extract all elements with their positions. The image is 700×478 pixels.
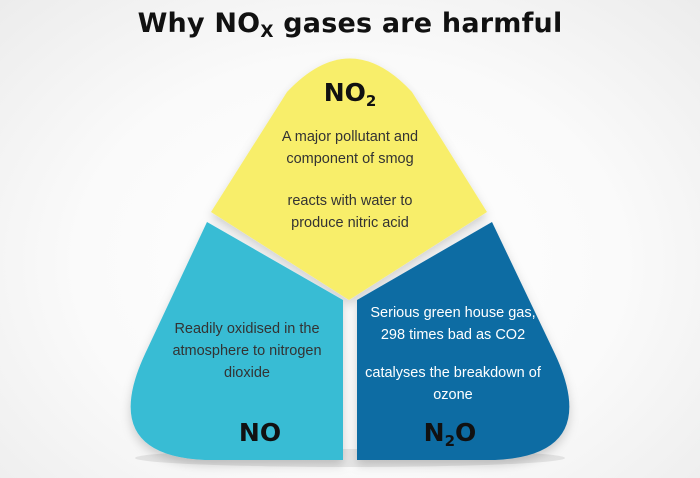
no-line-3: dioxide: [224, 365, 270, 381]
no-description: Readily oxidised in the atmosphere to ni…: [162, 318, 332, 384]
no2-label: NO2: [323, 78, 377, 110]
n2o-description: Serious green house gas, 298 times bad a…: [358, 302, 548, 406]
n2o-line-2: 298 times bad as CO2: [380, 327, 526, 343]
n2o-line-1: Serious green house gas,: [370, 305, 536, 321]
no2-description: A major pollutant and component of smog …: [250, 126, 450, 234]
n2o-label: N2O: [423, 418, 477, 450]
no2-line-1: A major pollutant and: [281, 129, 419, 145]
no-line-1: Readily oxidised in the: [174, 321, 320, 337]
no-panel: [130, 222, 343, 460]
page-title: Why NOX gases are harmful: [137, 8, 563, 42]
n2o-line-3: catalyses the breakdown of: [365, 365, 541, 381]
no2-panel: [211, 58, 487, 300]
no-line-2: atmosphere to nitrogen: [172, 343, 322, 359]
n2o-line-4: ozone: [433, 387, 473, 403]
no2-line-3: reacts with water to: [287, 193, 413, 209]
no2-line-2: component of smog: [286, 151, 414, 167]
no2-line-4: produce nitric acid: [291, 215, 409, 231]
no-label: NO: [238, 418, 282, 447]
n2o-panel: [357, 222, 570, 460]
